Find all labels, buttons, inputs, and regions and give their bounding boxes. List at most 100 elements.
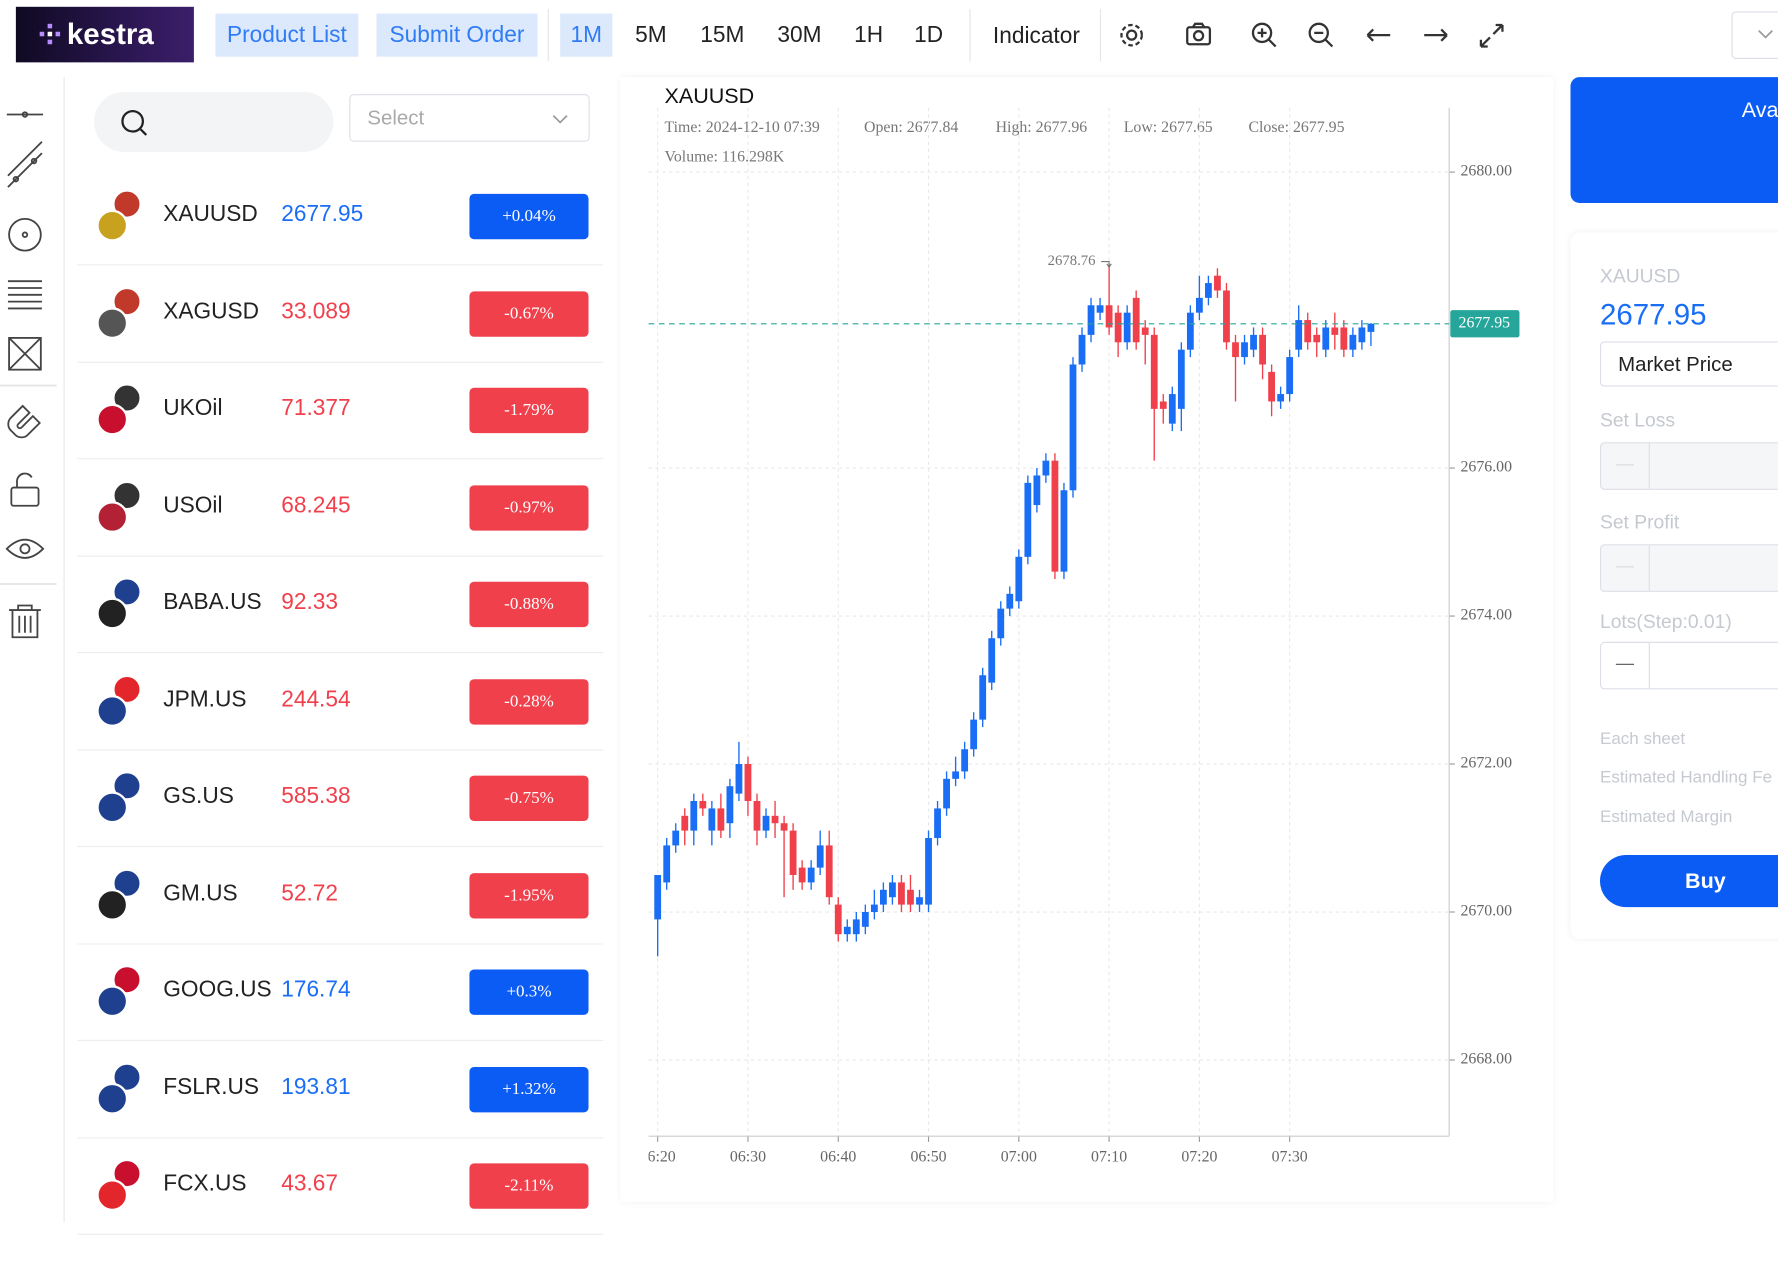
candle-body <box>1087 305 1095 335</box>
high-marker-label: 2678.76 <box>1048 253 1096 269</box>
tab-button[interactable]: Submit Order <box>376 13 538 57</box>
settings-icon[interactable] <box>1120 23 1144 47</box>
y-tick-label: 2672.00 <box>1461 755 1513 772</box>
candle-body <box>708 808 716 831</box>
balance-card: Ava <box>1570 77 1778 203</box>
price: 68.245 <box>281 492 351 518</box>
set-loss-minus[interactable]: — <box>1615 454 1634 474</box>
product-row[interactable]: JPM.US 244.54 -0.28% <box>77 653 604 751</box>
candle-body <box>879 889 887 905</box>
flag-icon <box>96 480 142 533</box>
candle-body <box>1177 349 1185 409</box>
candle-body <box>1051 460 1059 572</box>
product-row[interactable]: GOOG.US 176.74 +0.3% <box>77 943 604 1041</box>
set-profit-input[interactable]: — <box>1599 544 1778 592</box>
candle-body <box>807 867 815 883</box>
product-row[interactable]: BABA.US 92.33 -0.88% <box>77 556 604 654</box>
product-row[interactable]: XAGUSD 33.089 -0.67% <box>77 265 604 363</box>
candle-body <box>961 749 969 772</box>
order-type-select[interactable]: Market Price <box>1599 341 1778 387</box>
last-price-tag <box>1450 310 1520 338</box>
flag-front <box>96 888 129 921</box>
line-tool[interactable] <box>6 111 44 118</box>
set-profit-minus[interactable]: — <box>1615 556 1634 577</box>
pattern-tool[interactable] <box>8 337 42 371</box>
symbol: GOOG.US <box>163 977 272 1003</box>
circle-tool[interactable] <box>8 217 42 252</box>
interval-button[interactable]: 5M <box>635 22 667 48</box>
candle-body <box>1331 327 1339 335</box>
trash-tool[interactable] <box>9 604 41 639</box>
y-tick-label: 2670.00 <box>1461 903 1513 920</box>
tab-button[interactable]: Product List <box>215 13 359 57</box>
chevron <box>552 115 568 124</box>
handling-fee: Estimated Handling Fe <box>1599 767 1773 787</box>
change-badge: -0.67% <box>469 290 589 337</box>
interval-button[interactable]: 1M <box>560 13 613 57</box>
change-badge: -0.28% <box>469 678 589 725</box>
symbol: UKOil <box>163 395 223 421</box>
candle-body <box>925 838 932 905</box>
left-icon[interactable] <box>1366 28 1391 42</box>
change-badge: +1.32% <box>469 1066 589 1112</box>
candle-body <box>898 882 905 905</box>
zoom-out-icon[interactable] <box>1308 22 1334 48</box>
product-row[interactable]: XAUUSD 2677.95 +0.04% <box>77 168 604 266</box>
fib-tool[interactable] <box>7 280 42 310</box>
x-tick-label: 06:40 <box>820 1148 856 1165</box>
candle-body <box>1232 342 1239 358</box>
interval-button[interactable]: 1H <box>854 22 884 48</box>
candle-body <box>1322 327 1330 350</box>
plot-area <box>648 107 1450 1137</box>
product-row[interactable]: GM.US 52.72 -1.95% <box>77 846 604 944</box>
trend-tool[interactable] <box>7 141 43 188</box>
candle-body <box>1268 371 1276 402</box>
flag-back <box>112 286 142 316</box>
buy-button[interactable]: Buy <box>1599 854 1778 908</box>
lots-input[interactable]: — <box>1599 641 1778 690</box>
zoom-in-icon[interactable] <box>1251 22 1277 48</box>
magnet-tool[interactable] <box>7 404 41 439</box>
candle-body <box>1205 283 1212 298</box>
interval-button[interactable]: 30M <box>777 22 822 48</box>
right-icon[interactable] <box>1424 28 1448 42</box>
flag-back <box>112 189 142 219</box>
eye-tool[interactable] <box>5 538 45 559</box>
candle-body <box>1078 334 1086 365</box>
screenshot-icon[interactable] <box>1186 22 1212 46</box>
lock-tool[interactable] <box>10 472 40 507</box>
select-placeholder: Select <box>367 106 425 130</box>
flag-icon <box>96 674 142 727</box>
flag-back <box>112 1061 142 1092</box>
divider <box>1648 443 1650 489</box>
candle-body <box>1286 357 1294 395</box>
chart: XAUUSD Time: 2024-12-10 07:39 Open: 2677.… <box>648 84 1520 1165</box>
candle-body <box>843 926 851 935</box>
candle-body <box>1367 323 1375 332</box>
candle-body <box>1313 334 1321 343</box>
change-badge: -0.75% <box>469 775 589 821</box>
x-tick-label: 06:30 <box>730 1148 766 1165</box>
product-row[interactable]: UKOil 71.377 -1.79% <box>77 362 604 460</box>
interval-button[interactable]: 15M <box>700 22 745 48</box>
product-row[interactable]: GS.US 585.38 -0.75% <box>77 750 604 848</box>
fullscreen-icon[interactable] <box>1479 23 1504 48</box>
interval-button[interactable]: 1D <box>914 22 944 48</box>
order-symbol: XAUUSD <box>1599 265 1681 287</box>
flag-back <box>112 964 142 995</box>
product-row[interactable]: FCX.US 43.67 -2.11% <box>77 1137 604 1235</box>
set-profit-label: Set Profit <box>1599 511 1680 533</box>
logo[interactable]: kestra <box>15 6 194 63</box>
product-row[interactable]: USOil 68.245 -0.97% <box>77 459 604 557</box>
search-box[interactable] <box>94 91 334 152</box>
product-row[interactable]: FSLR.US 193.81 +1.32% <box>77 1040 604 1138</box>
price: 193.81 <box>281 1074 351 1100</box>
price: 52.72 <box>281 880 338 906</box>
indicator-button[interactable]: Indicator <box>992 23 1080 49</box>
top-select[interactable] <box>1731 11 1778 59</box>
symbol: GS.US <box>163 783 234 809</box>
lots-minus[interactable]: — <box>1615 654 1634 674</box>
set-loss-input[interactable]: — <box>1599 442 1778 490</box>
drawing-tools <box>0 111 57 639</box>
category-select[interactable]: Select <box>349 94 590 142</box>
